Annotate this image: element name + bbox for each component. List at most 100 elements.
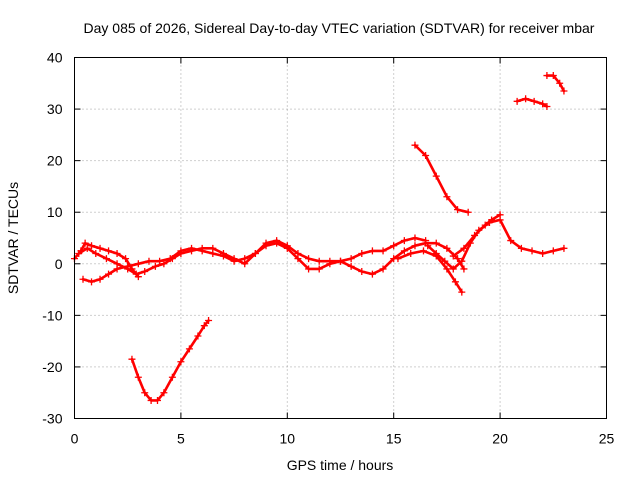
data-point: [273, 239, 281, 247]
data-point: [449, 252, 457, 260]
series-track-9: [513, 95, 551, 110]
data-point: [496, 211, 504, 219]
data-point: [105, 247, 113, 255]
data-point: [530, 97, 538, 105]
data-point: [543, 72, 551, 80]
plot-frame: [74, 57, 607, 419]
series-track-1: [71, 239, 142, 281]
data-point: [549, 72, 557, 80]
data-point: [419, 247, 427, 255]
data-point: [488, 216, 496, 224]
data-point: [347, 262, 355, 270]
data-point: [262, 242, 270, 250]
data-point: [507, 237, 515, 245]
data-point: [424, 242, 432, 250]
data-point: [102, 255, 110, 263]
series-track-7: [411, 141, 472, 216]
ticks: [74, 57, 607, 419]
data-point: [400, 247, 408, 255]
chart-title: Day 085 of 2026, Sidereal Day-to-day VTE…: [84, 20, 595, 36]
data-point: [200, 322, 208, 330]
data-point: [460, 265, 468, 273]
data-point: [539, 249, 547, 257]
y-axis-label: SDTVAR / TECUs: [5, 182, 21, 294]
data-point: [560, 244, 568, 252]
series-track-8: [128, 317, 213, 404]
series-trace: [81, 236, 427, 284]
data-point: [560, 87, 568, 95]
data-point: [411, 242, 419, 250]
data-point: [454, 255, 462, 263]
y-tick-label: 20: [47, 153, 63, 169]
data-point: [92, 249, 100, 257]
data-point: [347, 255, 355, 263]
data-point: [458, 257, 466, 265]
data-point: [458, 288, 466, 296]
data-point: [141, 268, 149, 276]
data-point: [177, 249, 185, 257]
data-point: [83, 244, 91, 252]
data-layer: [71, 72, 568, 404]
data-point: [481, 221, 489, 229]
data-point: [315, 257, 323, 265]
data-point: [251, 249, 259, 257]
data-point: [160, 260, 168, 268]
data-point: [379, 265, 387, 273]
data-point: [379, 247, 387, 255]
data-point: [88, 278, 96, 286]
data-point: [198, 244, 206, 252]
data-point: [305, 265, 313, 273]
data-point: [432, 172, 440, 180]
data-point: [441, 257, 449, 265]
data-point: [113, 260, 121, 268]
y-tick-label: -10: [42, 307, 62, 323]
x-tick-label: 15: [386, 431, 402, 447]
series-track-2: [79, 234, 430, 286]
series-trace: [396, 249, 464, 294]
data-point: [122, 255, 130, 263]
data-point: [549, 247, 557, 255]
data-point: [539, 100, 547, 108]
data-point: [81, 239, 89, 247]
data-point: [337, 257, 344, 265]
data-point: [153, 396, 161, 404]
data-point: [443, 193, 451, 201]
data-point: [219, 249, 227, 257]
x-tick-label: 20: [492, 431, 508, 447]
series-track-10: [543, 72, 568, 95]
series-track-6: [449, 211, 504, 260]
data-point: [556, 79, 564, 87]
y-tick-label: -30: [42, 411, 62, 427]
x-tick-label: 10: [280, 431, 296, 447]
data-point: [513, 97, 521, 105]
x-tick-label: 25: [599, 431, 615, 447]
data-point: [315, 265, 323, 273]
data-point: [134, 260, 142, 268]
data-point: [79, 275, 87, 283]
data-point: [454, 206, 462, 214]
data-point: [194, 332, 202, 340]
data-point: [188, 247, 196, 255]
data-point: [160, 389, 168, 397]
series-trace: [73, 241, 140, 279]
data-point: [141, 389, 149, 397]
series-track-3: [75, 239, 468, 278]
data-point: [294, 255, 302, 263]
data-point: [305, 255, 313, 263]
y-tick-label: -20: [42, 359, 62, 375]
data-point: [443, 244, 451, 252]
y-tick-label: 0: [55, 256, 63, 272]
data-point: [449, 265, 457, 273]
data-point: [185, 345, 193, 353]
data-point: [326, 260, 334, 268]
data-point: [471, 231, 479, 239]
data-point: [241, 260, 249, 268]
data-point: [113, 249, 121, 257]
data-point: [156, 257, 164, 265]
data-point: [151, 262, 159, 270]
data-point: [394, 255, 402, 263]
data-point: [134, 373, 142, 381]
data-point: [128, 355, 136, 363]
data-point: [407, 249, 415, 257]
data-point: [464, 208, 472, 216]
